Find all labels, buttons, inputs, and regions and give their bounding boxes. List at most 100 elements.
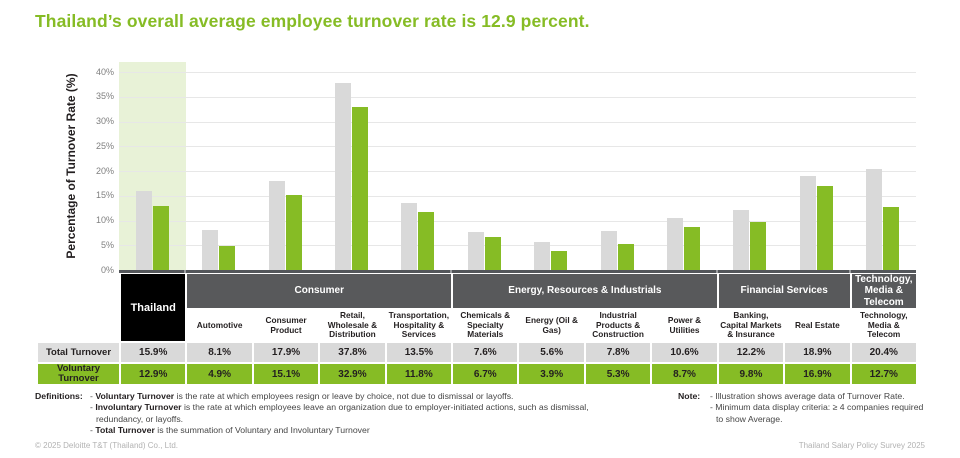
total-bar <box>600 231 617 270</box>
voluntary-bar <box>219 245 236 270</box>
y-tick-label: 10% <box>95 215 114 225</box>
total-bar <box>401 203 418 270</box>
bar-group <box>783 62 849 270</box>
voluntary-bar <box>152 206 169 270</box>
total-turnover-value: 10.6% <box>652 343 717 362</box>
total-bar <box>268 181 285 270</box>
subcategory-label: Energy (Oil & Gas) <box>519 310 584 341</box>
voluntary-bar <box>418 211 435 270</box>
gridline <box>119 245 916 247</box>
gridline <box>119 146 916 148</box>
total-bar <box>467 232 484 270</box>
total-turnover-value: 20.4% <box>851 343 916 362</box>
definition-item: - Total Turnover is the summation of Vol… <box>90 425 370 436</box>
axis-group-divider <box>184 270 187 273</box>
y-tick-label: 0% <box>100 264 114 275</box>
bar-chart-plot-area <box>119 62 916 270</box>
voluntary-turnover-row-label: Voluntary Turnover <box>38 364 119 384</box>
voluntary-turnover-value: 16.9% <box>785 364 850 384</box>
total-bar <box>799 176 816 270</box>
voluntary-turnover-value: 12.7% <box>851 364 916 384</box>
voluntary-turnover-value: 8.7% <box>652 364 717 384</box>
subcategory-label: Automotive <box>187 310 252 341</box>
axis-group-divider <box>848 270 851 273</box>
bar-group <box>850 62 916 270</box>
bar-group <box>717 62 783 270</box>
bar-group <box>650 62 716 270</box>
bar-group <box>185 62 251 270</box>
bar-group <box>318 62 384 270</box>
voluntary-bar <box>351 107 368 270</box>
axis-group-divider <box>715 270 718 273</box>
subcategory-label: Retail, Wholesale & Distribution <box>320 310 385 341</box>
y-tick-label: 25% <box>95 140 114 151</box>
industry-group-header: Consumer <box>187 274 452 308</box>
note-block: Note: - Illustration shows average data … <box>678 391 928 425</box>
total-turnover-value: 5.6% <box>519 343 584 362</box>
axis-group-divider <box>450 270 453 273</box>
voluntary-turnover-value: 12.9% <box>121 364 186 384</box>
total-turnover-value: 7.6% <box>453 343 518 362</box>
industry-group-header: Technology, Media & Telecom <box>851 274 916 308</box>
total-turnover-value: 15.9% <box>121 343 186 362</box>
total-turnover-value: 37.8% <box>320 343 385 362</box>
thailand-header-cell: Thailand <box>121 274 186 341</box>
bar-group <box>385 62 451 270</box>
subcategory-label: Banking, Capital Markets & Insurance <box>718 309 784 341</box>
voluntary-bar <box>285 195 302 270</box>
x-axis-line <box>119 270 916 273</box>
total-bar <box>667 217 684 270</box>
voluntary-bar <box>883 207 900 270</box>
bar-group <box>252 62 318 270</box>
voluntary-turnover-value: 32.9% <box>320 364 385 384</box>
category-value-table: Thailand Consumer Energy, Resources & Indu… <box>38 274 916 384</box>
total-bar <box>733 209 750 270</box>
subcategory-label: Technology, Media & Telecom <box>851 310 916 341</box>
y-tick-label: 20% <box>95 165 114 176</box>
total-turnover-value: 12.2% <box>718 343 784 362</box>
total-bar <box>202 229 219 270</box>
total-bar <box>135 191 152 270</box>
y-tick-label: 5% <box>100 239 114 250</box>
bar-group <box>451 62 517 270</box>
voluntary-turnover-value: 5.3% <box>585 364 651 384</box>
note-items: - Illustration shows average data of Tur… <box>708 391 928 425</box>
thailand-highlight-band <box>119 62 186 270</box>
gridline <box>119 171 916 172</box>
gridline <box>119 195 916 197</box>
bar-group <box>518 62 584 270</box>
total-turnover-row-label: Total Turnover <box>38 343 119 362</box>
voluntary-turnover-value: 11.8% <box>386 364 452 384</box>
survey-name-text: Thailand Salary Policy Survey 2025 <box>798 441 925 450</box>
gridline <box>119 220 916 222</box>
note-item: - Illustration shows average data of Tur… <box>710 391 905 401</box>
copyright-text: © 2025 Deloitte T&T (Thailand) Co., Ltd. <box>35 441 179 450</box>
subcategory-label: Industrial Products & Construction <box>585 310 651 341</box>
total-turnover-value: 8.1% <box>187 343 252 362</box>
definition-item: - Voluntary Turnover is the rate at whic… <box>90 391 514 401</box>
note-label: Note: <box>678 391 701 401</box>
total-bar <box>334 82 351 270</box>
industry-group-header: Energy, Resources & Industrials <box>453 274 717 308</box>
total-turnover-value: 7.8% <box>585 343 651 362</box>
page-title: Thailand’s overall average employee turn… <box>35 11 590 31</box>
y-tick-label: 15% <box>95 190 114 201</box>
subcategory-label: Chemicals & Specialty Materials <box>453 310 518 341</box>
voluntary-turnover-value: 6.7% <box>453 364 518 384</box>
voluntary-turnover-value: 4.9% <box>187 364 252 384</box>
total-turnover-value: 18.9% <box>785 343 850 362</box>
subcategory-label: Real Estate <box>785 310 850 341</box>
total-turnover-value: 17.9% <box>253 343 319 362</box>
note-item: - Minimum data display criteria: ≥ 4 com… <box>710 402 924 424</box>
voluntary-turnover-value: 9.8% <box>718 364 784 384</box>
definitions-label: Definitions: <box>35 391 83 401</box>
definitions-items: - Voluntary Turnover is the rate at whic… <box>88 391 635 437</box>
voluntary-turnover-value: 15.1% <box>253 364 319 384</box>
total-bar <box>866 169 883 270</box>
voluntary-turnover-value: 3.9% <box>519 364 584 384</box>
subcategory-label: Consumer Product <box>253 310 319 341</box>
gridline <box>119 72 916 73</box>
gridline <box>119 121 916 123</box>
definitions-block: Definitions: - Voluntary Turnover is the… <box>35 391 635 437</box>
